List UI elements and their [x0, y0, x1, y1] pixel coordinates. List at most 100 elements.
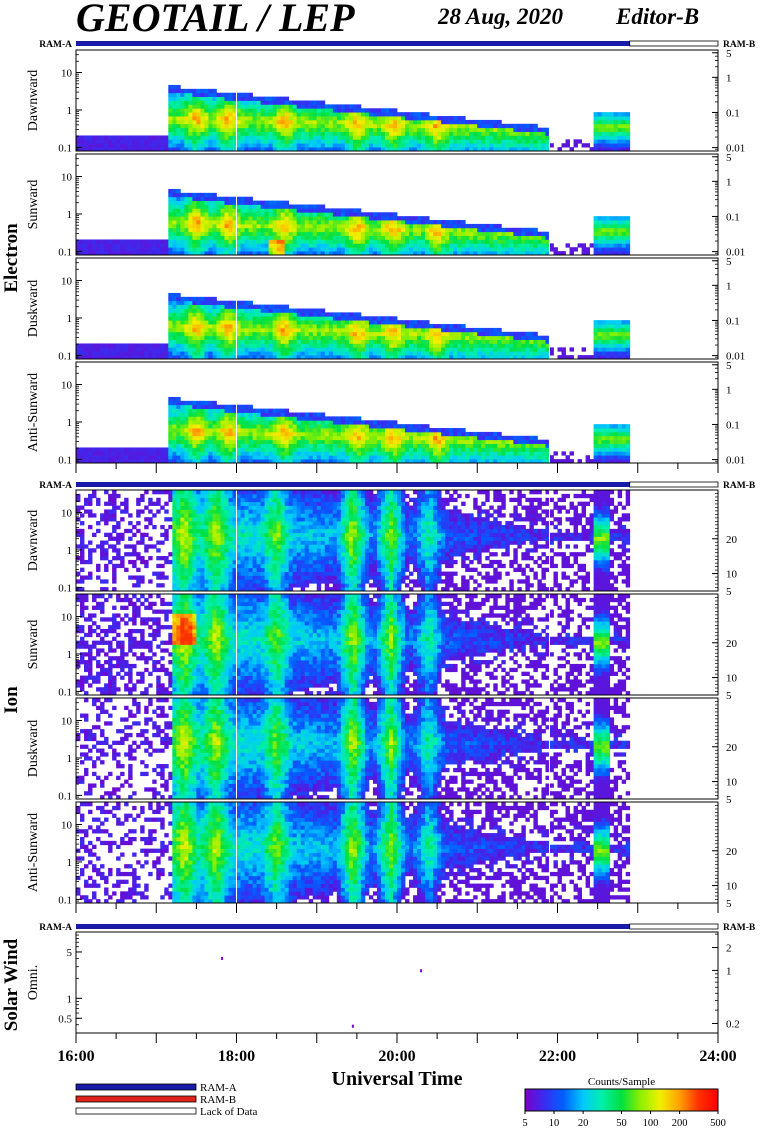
heatmap-cell	[344, 355, 350, 360]
heatmap-cell	[176, 451, 181, 456]
heatmap-cell	[513, 331, 518, 337]
heatmap-cell	[128, 351, 133, 356]
heatmap-cell	[220, 123, 225, 129]
heatmap-cell	[441, 355, 446, 360]
panel-label: Duskward	[26, 280, 41, 338]
heatmap-cell	[469, 251, 474, 256]
heatmap-cell	[336, 220, 342, 225]
heatmap-cell	[401, 459, 406, 464]
heatmap-cell	[445, 119, 450, 125]
heatmap-cell	[236, 459, 241, 464]
heatmap-cell	[80, 139, 85, 144]
heatmap-cell	[216, 439, 221, 444]
heatmap-cell	[352, 331, 358, 337]
heatmap-cell	[445, 251, 450, 256]
heatmap-cell	[212, 331, 217, 337]
heatmap-cell	[288, 355, 294, 360]
heatmap-cell	[461, 147, 466, 152]
heatmap-cell	[292, 223, 298, 229]
heatmap-cell	[625, 135, 631, 140]
heatmap-cell	[593, 131, 599, 136]
heatmap-cell	[200, 239, 205, 244]
heatmap-cell	[232, 135, 237, 140]
heatmap-cell	[405, 435, 410, 441]
heatmap-cell	[336, 443, 342, 448]
heatmap-cell	[473, 327, 478, 333]
heatmap-cell	[236, 316, 241, 321]
heatmap-cell	[272, 112, 278, 117]
heatmap-cell	[489, 119, 494, 125]
heatmap-cell	[244, 455, 249, 460]
heatmap-cell	[168, 347, 173, 352]
heatmap-cell	[240, 327, 245, 333]
heatmap-cell	[517, 355, 522, 360]
heatmap-cell	[581, 243, 586, 248]
heatmap-cell	[260, 339, 265, 344]
heatmap-cell	[228, 331, 233, 337]
heatmap-cell	[192, 431, 197, 437]
heatmap-cell	[328, 119, 334, 125]
heatmap-cell	[84, 139, 89, 144]
heatmap-cell	[493, 143, 498, 148]
heatmap-cell	[392, 139, 398, 144]
heatmap-cell	[392, 320, 398, 325]
heatmap-cell	[352, 355, 358, 360]
heatmap-cell	[445, 131, 450, 136]
heatmap-cell	[300, 424, 306, 429]
heatmap-cell	[280, 351, 286, 356]
heatmap-cell	[196, 208, 201, 213]
heatmap-cell	[128, 459, 133, 464]
heatmap-cell	[236, 420, 241, 425]
heatmap-cell	[569, 147, 574, 152]
heatmap-cell	[196, 135, 201, 140]
heatmap-cell	[260, 312, 265, 317]
heatmap-cell	[465, 351, 470, 356]
heatmap-cell	[108, 239, 113, 244]
heatmap-cell	[413, 339, 418, 344]
heatmap-cell	[525, 251, 530, 256]
heatmap-cell	[292, 451, 298, 456]
heatmap-cell	[380, 327, 386, 333]
heatmap-cell	[505, 147, 510, 152]
heatmap-cell	[449, 335, 454, 340]
heatmap-cell	[192, 100, 197, 105]
heatmap-cell	[244, 223, 249, 229]
heatmap-cell	[252, 212, 257, 217]
heatmap-cell	[252, 200, 257, 205]
heatmap-cell	[609, 331, 615, 337]
heatmap-cell	[421, 320, 426, 325]
heatmap-cell	[348, 428, 354, 433]
heatmap-cell	[316, 243, 322, 248]
heatmap-cell	[485, 347, 490, 352]
heatmap-cell	[597, 331, 603, 337]
heatmap-cell	[517, 239, 522, 244]
heatmap-cell	[264, 131, 269, 136]
heatmap-cell	[252, 227, 257, 233]
heatmap-cell	[260, 355, 265, 360]
heatmap-cell	[417, 216, 422, 221]
heatmap-cell	[176, 351, 181, 356]
heatmap-cell	[344, 459, 350, 464]
heatmap-cell	[384, 324, 390, 329]
heatmap-cell	[112, 347, 117, 352]
heatmap-cell	[136, 455, 141, 460]
heatmap-cell	[453, 243, 458, 248]
heatmap-cell	[380, 431, 386, 437]
heatmap-cell	[501, 331, 506, 337]
heatmap-cell	[196, 412, 201, 417]
heatmap-cell	[296, 208, 302, 213]
heatmap-cell	[413, 428, 418, 433]
heatmap-cell	[236, 196, 241, 202]
heatmap-cell	[429, 231, 434, 236]
heatmap-cell	[441, 227, 446, 233]
heatmap-cell	[332, 459, 338, 464]
heatmap-cell	[296, 412, 302, 417]
heatmap-cell	[332, 428, 338, 433]
heatmap-cell	[76, 447, 81, 452]
heatmap-cell	[84, 239, 89, 244]
heatmap-cell	[461, 239, 466, 244]
heatmap-cell	[188, 108, 193, 113]
heatmap-cell	[364, 235, 370, 240]
heatmap-cell	[409, 459, 414, 464]
